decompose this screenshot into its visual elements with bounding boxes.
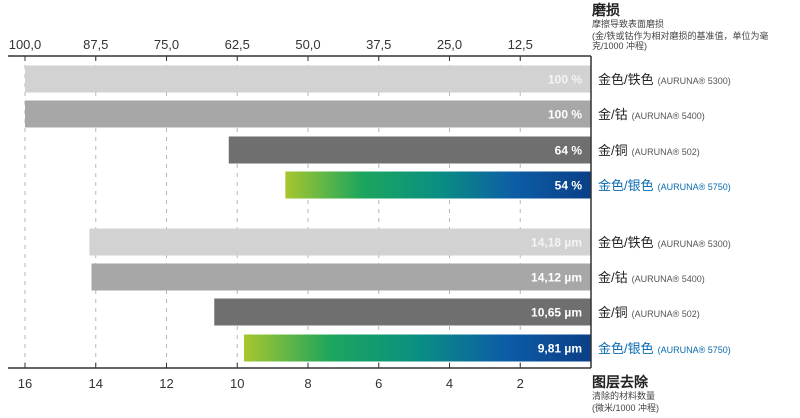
category-code: (AURUNA® 5750) [658,182,731,192]
top-tick-label: 12,5 [508,37,533,52]
category-code: (AURUNA® 5300) [658,76,731,86]
bottom-tick-label: 2 [517,376,524,391]
wear-value-label: 100 % [548,108,582,122]
removal-value-label: 9,81 µm [538,342,582,356]
removal-value-label: 14,18 µm [531,236,582,250]
axis-layer: 100,0 87,5 75,0 62,5 50,0 37,5 25,0 12,5 16 14 12 1… [8,37,592,391]
bar-layer [25,65,591,362]
removal-bar [243,334,591,362]
category-code: (AURUNA® 5400) [632,274,705,284]
category-name: 金色/铁色 [598,72,654,87]
category-code: (AURUNA® 5750) [658,345,731,355]
wear-value-label: 54 % [555,179,583,193]
wear-category-label: 金色/铁色 (AURUNA® 5300) [598,72,731,87]
top-tick-label: 25,0 [437,37,462,52]
wear-bar [25,100,591,128]
wear-category-label: 金/钴 (AURUNA® 5400) [598,107,705,122]
wear-bar [285,171,591,199]
removal-value-label: 10,65 µm [531,306,582,320]
removal-subtitle: 清除的材料数量 [592,391,656,401]
removal-note: (微米/1000 冲程) [592,403,660,413]
category-code: (AURUNA® 5300) [658,239,731,249]
wear-subtitle: 摩擦导致表面磨损 [592,19,665,29]
top-tick-label: 50,0 [295,37,320,52]
category-name: 金/钴 [598,270,628,285]
top-tick-label: 87,5 [83,37,108,52]
bottom-tick-label: 4 [446,376,453,391]
wear-title: 磨损 [592,2,620,18]
removal-category-label: 金色/银色 (AURUNA® 5750) [598,341,731,356]
wear-note: (金/铁或钴作为相对磨损的基准值，单位为毫克/1000 冲程) [592,31,769,51]
removal-bar [214,298,591,326]
top-tick-label: 62,5 [225,37,250,52]
grid-layer [24,56,521,368]
bottom-tick-label: 6 [375,376,382,391]
category-code: (AURUNA® 502) [632,309,700,319]
removal-category-label: 金色/铁色 (AURUNA® 5300) [598,235,731,250]
bottom-tick-label: 8 [304,376,311,391]
removal-title: 图层去除 [592,374,648,390]
bottom-tick-label: 12 [159,376,173,391]
removal-bar [89,228,591,256]
category-code: (AURUNA® 5400) [632,111,705,121]
removal-category-label: 金/钴 (AURUNA® 5400) [598,270,705,285]
top-tick-label: 100,0 [9,37,42,52]
removal-category-label: 金/铜 (AURUNA® 502) [598,305,700,320]
bottom-tick-label: 14 [89,376,103,391]
category-name: 金色/铁色 [598,235,654,250]
label-layer: 100 % 金色/铁色 (AURUNA® 5300) 100 % 金/钴 (AURUNA®… [531,72,731,356]
wear-bar [228,136,591,164]
category-name: 金色/银色 [598,178,654,193]
wear-category-label: 金/铜 (AURUNA® 502) [598,143,700,158]
wear-category-label: 金色/银色 (AURUNA® 5750) [598,178,731,193]
wear-bar [25,65,591,93]
bottom-tick-label: 16 [18,376,32,391]
wear-value-label: 100 % [548,73,582,87]
removal-value-label: 14,12 µm [531,271,582,285]
bottom-tick-label: 10 [230,376,244,391]
top-tick-label: 75,0 [154,37,179,52]
removal-bar [91,263,591,291]
wear-value-label: 64 % [555,144,583,158]
category-name: 金色/银色 [598,341,654,356]
category-code: (AURUNA® 502) [632,147,700,157]
top-tick-label: 37,5 [366,37,391,52]
category-name: 金/钴 [598,107,628,122]
category-name: 金/铜 [598,305,628,320]
category-name: 金/铜 [598,143,628,158]
